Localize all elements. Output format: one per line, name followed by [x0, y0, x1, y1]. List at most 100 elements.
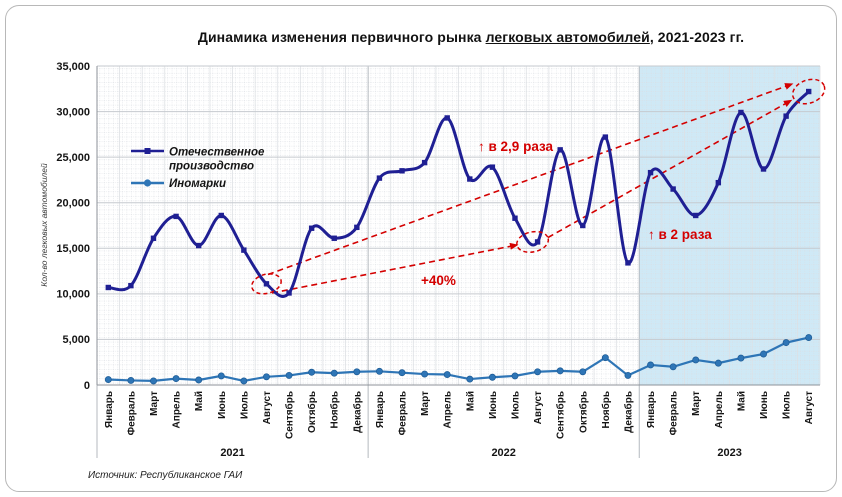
legend-square-marker-icon	[144, 148, 151, 154]
data-point-marker	[286, 290, 292, 296]
data-point-marker	[512, 215, 518, 221]
month-label: Март	[691, 391, 702, 416]
data-point-marker	[353, 368, 361, 376]
month-label: Июль	[239, 391, 250, 419]
month-label: Февраль	[126, 391, 137, 435]
month-label: Январь	[104, 391, 115, 428]
data-point-marker	[172, 375, 180, 383]
month-label: Март	[420, 391, 431, 416]
y-tick-label: 25,000	[56, 152, 90, 164]
source-note: Источник: Республиканское ГАИ	[88, 470, 243, 481]
data-point-marker	[241, 247, 247, 253]
y-axis-title: Кол-во легковых автомобилей	[39, 163, 49, 287]
data-point-marker	[466, 375, 474, 383]
data-point-marker	[218, 212, 224, 219]
axis-labels: 0 5,000 10,000 15,000 20,000 25,000 30,000 35,0…	[56, 61, 815, 459]
month-label: Октябрь	[577, 391, 589, 433]
data-point-marker	[308, 368, 316, 376]
data-point-marker	[601, 354, 609, 362]
legend: Отечественное производство Иномарки	[131, 147, 265, 190]
year-label: 2022	[491, 447, 515, 459]
month-label: Декабрь	[622, 391, 634, 433]
data-point-marker	[443, 371, 451, 378]
data-point-marker	[127, 376, 135, 384]
annotation-arrow-2x	[547, 99, 793, 239]
data-point-marker	[715, 179, 722, 186]
y-tick-label: 35,000	[56, 61, 90, 73]
data-point-marker	[557, 147, 563, 153]
legend-item-foreign: Иномарки	[131, 178, 226, 190]
legend-circle-marker-icon	[143, 179, 152, 187]
data-point-marker	[308, 225, 315, 231]
annotation-ellipses	[251, 78, 826, 295]
chart-title: Динамика изменения первичного рынка легк…	[104, 29, 838, 45]
data-point-marker	[263, 281, 270, 287]
data-point-marker	[150, 235, 157, 241]
y-tick-label: 10,000	[56, 289, 90, 301]
data-point-marker	[534, 239, 541, 245]
data-point-marker	[624, 371, 632, 379]
plot-background	[96, 65, 821, 458]
month-label: Май	[465, 391, 476, 411]
month-label: Ноябрь	[329, 391, 341, 428]
data-point-marker	[376, 175, 383, 181]
y-tick-label: 30,000	[56, 106, 90, 118]
data-point-marker	[737, 354, 745, 362]
month-label: Январь	[646, 391, 657, 428]
month-label: Июнь	[759, 391, 770, 419]
data-point-marker	[760, 350, 767, 358]
data-point-marker	[670, 186, 676, 192]
annotation-arrow-2.9x	[267, 83, 794, 276]
data-point-marker	[782, 339, 790, 347]
month-label: Октябрь	[306, 391, 318, 433]
data-point-marker	[173, 213, 179, 220]
month-label: Июль	[510, 391, 521, 419]
month-label: Июнь	[217, 391, 228, 419]
month-label: Февраль	[398, 391, 409, 435]
data-point-marker	[398, 369, 406, 377]
data-point-marker	[195, 376, 203, 384]
series-foreign-brands	[104, 334, 813, 385]
legend-item-domestic: Отечественное производство	[131, 147, 265, 173]
data-point-marker	[625, 260, 631, 266]
legend-label-domestic-line1: Отечественное	[169, 147, 265, 159]
data-point-marker	[399, 168, 405, 174]
month-label: Август	[804, 391, 815, 424]
data-point-marker	[579, 368, 587, 376]
month-label: Сентябрь	[284, 391, 296, 439]
month-label: Август	[533, 391, 544, 424]
month-label: Август	[262, 391, 273, 424]
data-point-marker	[647, 169, 654, 176]
data-point-marker	[556, 367, 564, 375]
month-label: Апрель	[443, 391, 454, 428]
data-point-marker	[263, 373, 270, 381]
data-point-marker	[714, 359, 722, 367]
data-point-marker	[104, 376, 112, 383]
month-label: Июль	[782, 391, 793, 419]
data-point-marker	[783, 113, 789, 119]
annotation-arrow-40pct	[271, 242, 519, 294]
data-point-marker	[128, 282, 134, 289]
data-point-marker	[195, 242, 202, 249]
month-label: Сентябрь	[555, 391, 567, 439]
data-point-marker	[669, 363, 677, 371]
data-point-marker	[375, 367, 383, 375]
data-point-marker	[602, 134, 609, 140]
data-point-marker	[467, 176, 473, 182]
annotation-label-2x: ↑ в 2 раза	[648, 227, 712, 242]
data-point-marker	[331, 235, 337, 241]
month-label: Декабрь	[351, 391, 363, 433]
data-point-marker	[150, 377, 157, 385]
data-point-marker	[511, 372, 519, 380]
annotation-label-40pct: +40%	[421, 273, 456, 288]
data-point-marker	[240, 377, 248, 385]
month-label: Январь	[375, 391, 386, 428]
chart-title-part1: Динамика изменения первичного рынка	[197, 29, 486, 45]
data-series	[104, 88, 813, 385]
data-point-marker	[444, 115, 450, 121]
data-point-marker	[647, 361, 655, 369]
data-point-marker	[330, 369, 338, 377]
data-point-marker	[421, 159, 428, 166]
